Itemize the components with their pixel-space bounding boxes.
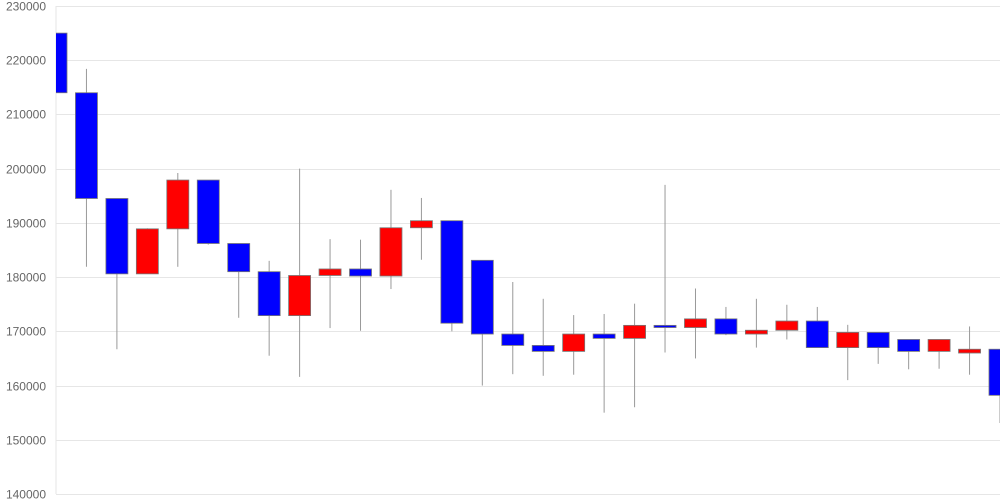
candle-up [410, 197, 433, 260]
candle-up [836, 324, 860, 381]
candle-body [805, 320, 829, 348]
candle-body [288, 275, 312, 317]
candle-down [805, 306, 829, 348]
candle-body [927, 339, 951, 352]
candle-down [227, 243, 251, 318]
candle-down [866, 332, 890, 364]
candle-body [318, 268, 342, 276]
candle-up [318, 239, 342, 329]
candle-body [653, 324, 677, 328]
candle-body [227, 243, 251, 273]
candle-body [440, 220, 464, 324]
y-axis: 140000 150000 160000 170000 180000 190000 2000… [6, 0, 46, 500]
y-tick-label: 180000 [6, 271, 46, 285]
y-tick-label: 150000 [6, 434, 46, 448]
candle-body [958, 348, 981, 354]
candle-down [988, 348, 1000, 423]
candle-body [897, 339, 921, 352]
candle-body [714, 318, 738, 335]
candle-body [684, 318, 707, 328]
candle-body [562, 333, 586, 352]
candle-body [105, 198, 129, 275]
candle-up [684, 288, 707, 359]
candle-up [166, 173, 190, 267]
candle-up [135, 228, 159, 275]
candle-up [744, 298, 768, 348]
candle-up [958, 326, 981, 375]
y-tick-label: 200000 [6, 163, 46, 177]
candle-body [196, 179, 220, 244]
candle-down [75, 68, 98, 267]
candle-body [166, 179, 190, 230]
candle-body [744, 329, 768, 335]
candle-up [623, 303, 646, 408]
candle-body [866, 332, 890, 349]
y-tick-label: 210000 [6, 108, 46, 122]
candle-up [288, 168, 312, 377]
candle-up [927, 339, 951, 369]
candle-down [592, 313, 616, 413]
candle-body [775, 320, 799, 331]
y-tick-label: 170000 [6, 325, 46, 339]
candle-body [836, 332, 860, 349]
candle-up [775, 304, 799, 340]
y-tick-label: 230000 [6, 0, 46, 14]
candle-body [135, 228, 159, 275]
candle-down [257, 260, 281, 356]
candle-up [379, 189, 403, 290]
candle-body [379, 227, 403, 277]
candle-body [257, 271, 281, 317]
candle-body [75, 92, 98, 199]
y-tick-label: 160000 [6, 380, 46, 394]
y-tick-label: 140000 [6, 488, 46, 500]
candle-down [714, 306, 738, 336]
candle-body [531, 345, 555, 352]
grid [55, 6, 1000, 495]
candle-down [440, 220, 464, 332]
candle-body [410, 220, 433, 229]
candle-body [501, 333, 525, 346]
candle-down [653, 184, 677, 353]
y-tick-label: 190000 [6, 217, 46, 231]
candle-down [501, 281, 525, 375]
candle-down [897, 339, 921, 370]
candle-body [988, 348, 1000, 396]
candle-body [623, 324, 646, 339]
candles [56, 32, 1000, 423]
y-tick-label: 220000 [6, 54, 46, 68]
candle-body [349, 268, 372, 277]
candle-down [531, 298, 555, 376]
candle-body [56, 32, 68, 94]
candle-down [56, 32, 68, 94]
candle-body [470, 259, 494, 335]
candle-body [592, 333, 616, 339]
candle-down [349, 239, 372, 331]
candle-up [562, 315, 586, 375]
candle-down [196, 179, 220, 245]
candle-down [470, 259, 494, 386]
candle-down [105, 198, 129, 350]
